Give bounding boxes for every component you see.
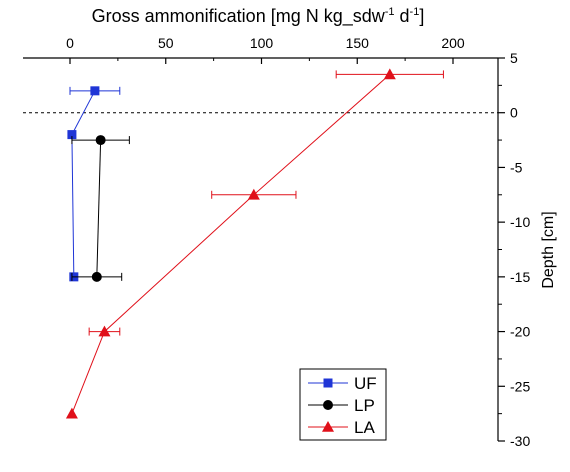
x-tick-label: 200 (441, 35, 465, 51)
y-tick-label: -5 (510, 159, 523, 175)
x-tick-label: 150 (346, 35, 370, 51)
series-la (65, 68, 444, 419)
legend: UF LP LA (299, 368, 387, 441)
legend-label-lp: LP (354, 396, 375, 415)
x-tick-label: 100 (250, 35, 274, 51)
uf-line (71, 90, 96, 277)
legend-label-la: LA (354, 418, 375, 437)
x-tick-label: 50 (158, 35, 174, 51)
x-axis-title: Gross ammonification [mg N kg_sdw-1 d-1] (92, 6, 425, 27)
la-point (383, 68, 396, 80)
y-tick-label: 0 (510, 105, 518, 121)
la-point (98, 325, 111, 337)
x-axis: 0 50 100 150 200 (23, 35, 498, 64)
y-tick-label: 5 (510, 50, 518, 66)
lp-point (91, 271, 102, 282)
la-line (71, 74, 391, 414)
legend-marker-uf (323, 378, 333, 388)
y-tick-label: -20 (510, 324, 530, 340)
legend-label-uf: UF (354, 374, 377, 393)
y-tick-label: -30 (510, 433, 530, 449)
legend-marker-la (322, 421, 334, 432)
series-uf (67, 86, 121, 282)
y-tick-label: -25 (510, 378, 530, 394)
series-lp (71, 135, 130, 282)
la-point (247, 188, 260, 200)
y-tick-label: -15 (510, 269, 530, 285)
la-point (65, 407, 78, 419)
uf-point (90, 86, 100, 96)
plot-area (65, 68, 444, 419)
y-axis-title: Depth [cm] (540, 211, 557, 288)
legend-marker-lp (323, 400, 333, 410)
x-ticks: 0 50 100 150 200 (66, 35, 465, 64)
x-tick-label: 0 (66, 35, 74, 51)
lp-line (96, 140, 102, 277)
lp-point (95, 135, 106, 146)
y-tick-label: -10 (510, 214, 530, 230)
y-axis: 5 0 -5 -10 -15 -20 -25 -30 (497, 50, 530, 449)
uf-point (67, 130, 77, 140)
legend-items: UF LP LA (308, 374, 377, 437)
y-ticks: 5 0 -5 -10 -15 -20 -25 -30 (498, 50, 530, 449)
